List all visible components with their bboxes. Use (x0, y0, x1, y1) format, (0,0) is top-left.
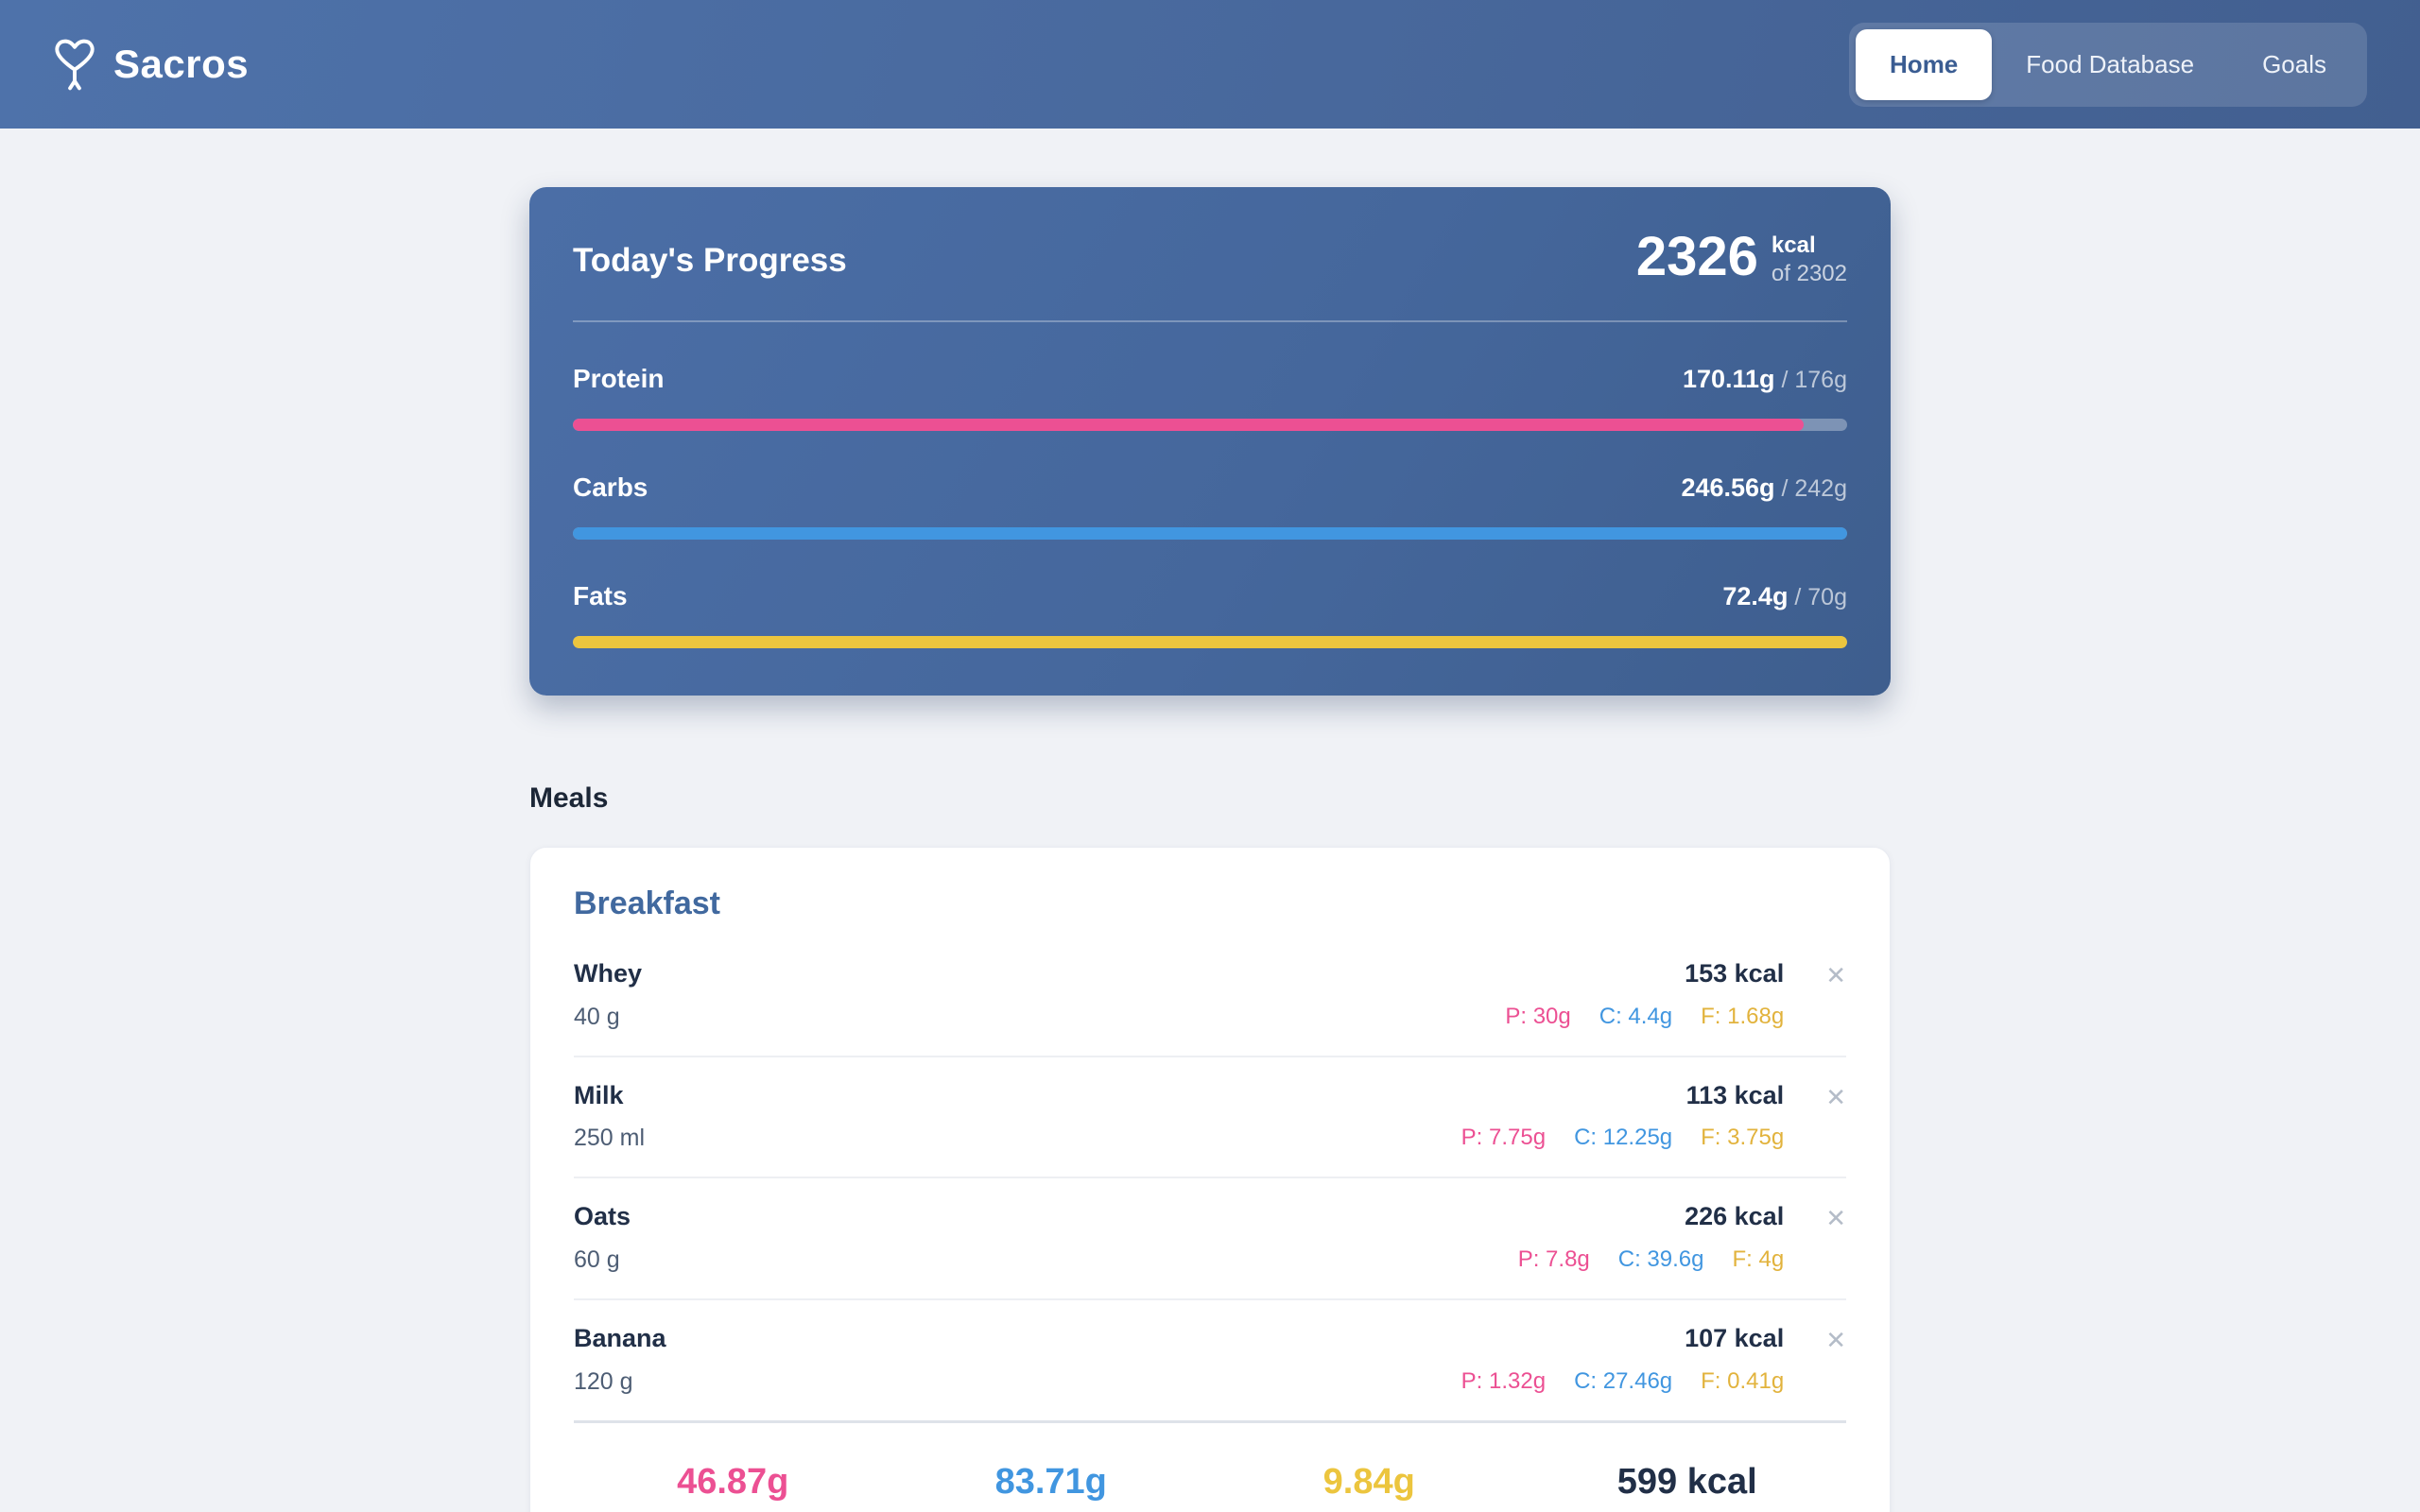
meal-item: Oats 60 g 226 kcal P: 7.8g C: 39.6g F: 4… (574, 1178, 1846, 1301)
food-name: Banana (574, 1324, 666, 1353)
progress-divider (573, 319, 1847, 322)
top-navbar: Sacros Home Food Database Goals (0, 0, 2420, 129)
calories-summary: 2326 kcal of 2302 (1635, 226, 1847, 288)
tab-goals[interactable]: Goals (2228, 29, 2360, 100)
food-name: Whey (574, 958, 643, 988)
main-content: Today's Progress 2326 kcal of 2302 Prote… (529, 187, 1891, 1512)
food-calories: 113 kcal (1685, 1080, 1785, 1109)
macro-target-value: / 242g (1781, 474, 1847, 502)
food-calories: 107 kcal (1685, 1324, 1785, 1353)
macro-current-value: 170.11g (1682, 364, 1775, 393)
food-protein: P: 7.8g (1517, 1246, 1590, 1273)
tab-food-database[interactable]: Food Database (1992, 29, 2228, 100)
meal-items: Whey 40 g 153 kcal P: 30g C: 4.4g F: 1.6… (574, 936, 1846, 1423)
meal-item: Whey 40 g 153 kcal P: 30g C: 4.4g F: 1.6… (574, 936, 1846, 1057)
food-fat: F: 0.41g (1701, 1367, 1785, 1394)
food-protein: P: 30g (1505, 1003, 1571, 1029)
total-cell: 46.87g Protein (574, 1461, 892, 1512)
food-carbs: C: 39.6g (1617, 1246, 1704, 1273)
macro-row: Fats 72.4g / 70g (573, 581, 1847, 648)
total-cell: 83.71g Carbohydrate (892, 1461, 1211, 1512)
food-fat: F: 3.75g (1701, 1125, 1785, 1151)
progress-fill (573, 418, 1805, 431)
meal-totals: 46.87g Protein 83.71g Carbohydrate 9.84g… (574, 1423, 1846, 1512)
remove-food-button[interactable]: ✕ (1825, 1204, 1846, 1233)
remove-food-button[interactable]: ✕ (1825, 1082, 1846, 1111)
nav-tabs: Home Food Database Goals (1849, 22, 2367, 107)
progress-track (573, 418, 1847, 431)
total-value: 46.87g (677, 1461, 789, 1502)
total-cell: 9.84g Fat (1210, 1461, 1529, 1512)
progress-header: Today's Progress 2326 kcal of 2302 (573, 226, 1847, 288)
meal-title: Breakfast (574, 885, 720, 921)
remove-food-button[interactable]: ✕ (1825, 1326, 1846, 1355)
food-fat: F: 1.68g (1701, 1003, 1785, 1029)
macro-target-value: / 70g (1794, 583, 1847, 610)
progress-fill (573, 526, 1847, 540)
macro-current-value: 246.56g (1681, 472, 1775, 502)
calories-value: 2326 (1635, 226, 1758, 287)
calories-target: of 2302 (1771, 260, 1847, 286)
progress-track (573, 526, 1847, 540)
food-protein: P: 1.32g (1461, 1367, 1547, 1394)
macro-current-value: 72.4g (1722, 581, 1789, 610)
food-carbs: C: 27.46g (1574, 1367, 1673, 1394)
meal-card-breakfast: Breakfast Whey 40 g 153 kcal P: 30g C: 4… (529, 846, 1891, 1512)
macro-target-value: / 176g (1781, 366, 1847, 393)
meals-heading: Meals (529, 782, 609, 814)
food-calories: 226 kcal (1685, 1202, 1785, 1231)
remove-food-button[interactable]: ✕ (1825, 960, 1846, 989)
macro-rows: Protein 170.11g / 176g Carbs 246.56g / 2… (573, 364, 1847, 648)
macro-label: Fats (573, 580, 628, 610)
macro-label: Carbs (573, 472, 648, 502)
food-quantity: 120 g (574, 1367, 633, 1395)
food-name: Oats (574, 1202, 631, 1231)
brand[interactable]: Sacros (53, 36, 249, 93)
balloon-heart-icon (53, 36, 96, 93)
calories-unit: kcal (1771, 232, 1816, 258)
food-carbs: C: 12.25g (1574, 1125, 1673, 1151)
food-quantity: 40 g (574, 1003, 620, 1030)
tab-home[interactable]: Home (1856, 28, 1993, 100)
total-value: 83.71g (994, 1461, 1107, 1502)
food-calories: 153 kcal (1685, 958, 1785, 988)
macro-row: Carbs 246.56g / 242g (573, 472, 1847, 540)
food-fat: F: 4g (1732, 1246, 1785, 1273)
total-cell: 599 kcal Calories (1529, 1461, 1847, 1512)
food-carbs: C: 4.4g (1599, 1003, 1673, 1029)
total-value: 599 kcal (1616, 1461, 1757, 1502)
progress-title: Today's Progress (573, 242, 847, 279)
brand-name: Sacros (113, 42, 250, 86)
progress-card: Today's Progress 2326 kcal of 2302 Prote… (529, 187, 1891, 696)
macro-label: Protein (573, 363, 665, 393)
food-name: Milk (574, 1080, 624, 1109)
progress-track (573, 635, 1847, 648)
progress-fill (573, 635, 1847, 648)
food-quantity: 250 ml (574, 1125, 646, 1152)
meal-item: Banana 120 g 107 kcal P: 1.32g C: 27.46g… (574, 1300, 1846, 1423)
total-value: 9.84g (1322, 1461, 1415, 1502)
meal-item: Milk 250 ml 113 kcal P: 7.75g C: 12.25g … (574, 1057, 1846, 1179)
food-protein: P: 7.75g (1461, 1125, 1547, 1151)
food-quantity: 60 g (574, 1246, 620, 1274)
macro-row: Protein 170.11g / 176g (573, 364, 1847, 431)
